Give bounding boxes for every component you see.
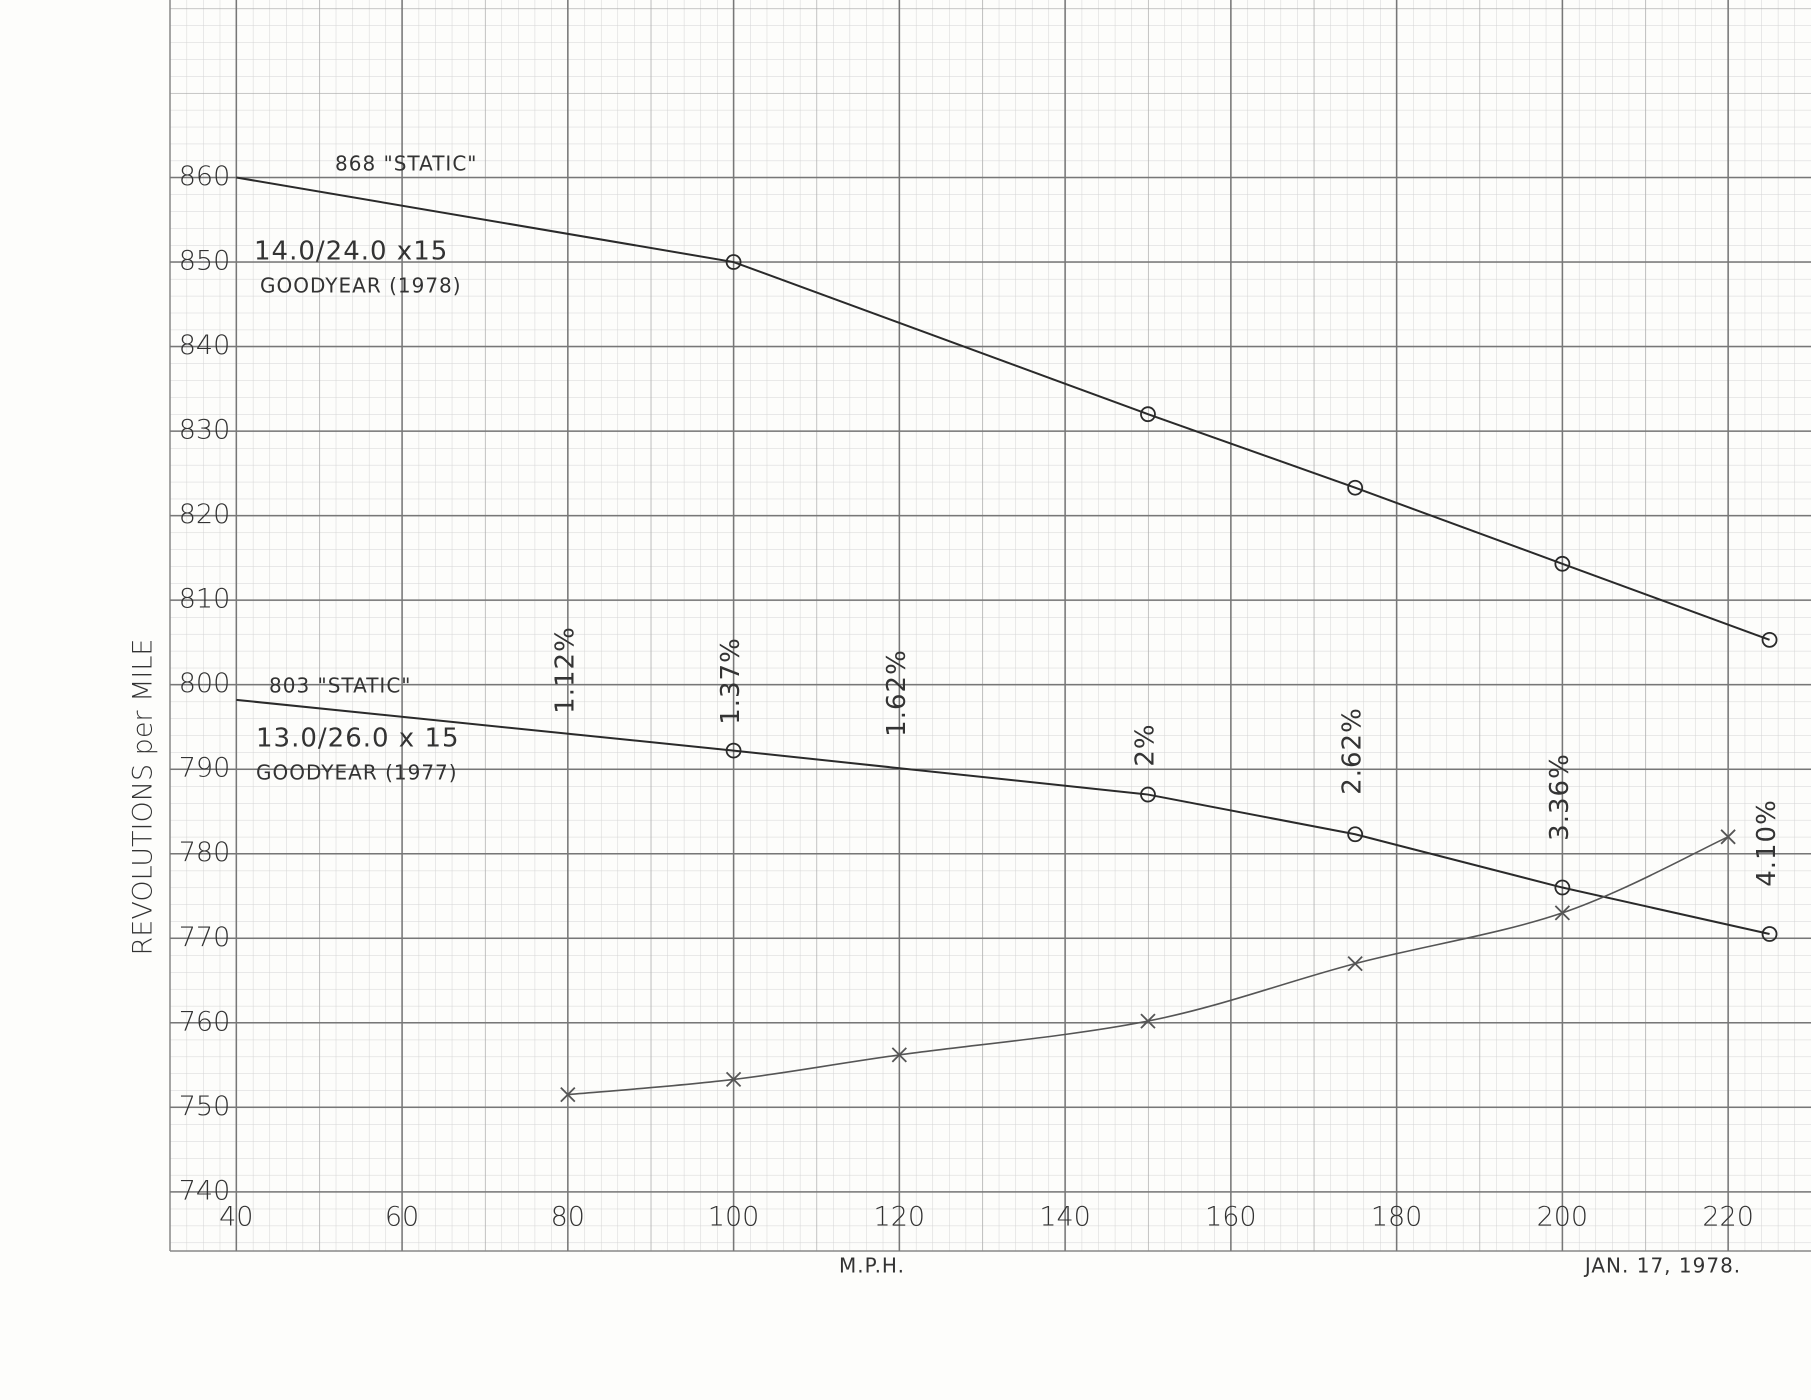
series-subtitle: GOODYEAR (1977) <box>256 761 458 785</box>
point <box>1347 826 1364 843</box>
x-tick-label: 120 <box>874 1202 926 1233</box>
percent-label: 1.37% <box>716 637 746 725</box>
y-tick-label: 850 <box>179 246 231 277</box>
x-tick-label: 140 <box>1039 1202 1091 1233</box>
x-tick-label: 180 <box>1371 1202 1423 1233</box>
x-axis-title: M.P.H. <box>839 1254 905 1278</box>
y-tick-label: 840 <box>179 330 231 361</box>
point <box>1140 406 1156 423</box>
point <box>1347 955 1363 972</box>
y-tick-label: 790 <box>179 753 231 784</box>
x-tick-label: 220 <box>1702 1202 1754 1233</box>
static-label: 803 "STATIC" <box>269 674 412 698</box>
percent-label: 1.12% <box>550 626 580 714</box>
y-tick-label: 820 <box>179 499 231 530</box>
point <box>1761 926 1778 942</box>
percent-label: 3.36% <box>1545 753 1575 841</box>
y-tick-label: 740 <box>179 1175 231 1206</box>
date: JAN. 17, 1978. <box>1583 1254 1741 1278</box>
series-subtitle: GOODYEAR (1978) <box>260 274 462 298</box>
series-line <box>236 176 1770 641</box>
percent-label: 1.62% <box>882 649 912 737</box>
y-tick-label: 780 <box>179 837 231 868</box>
point <box>1347 479 1364 496</box>
y-tick-label: 800 <box>179 668 231 699</box>
point <box>1554 905 1570 921</box>
static-label: 868 "STATIC" <box>335 152 478 176</box>
x-tick-label: 80 <box>551 1202 585 1233</box>
y-tick-label: 770 <box>179 922 231 953</box>
point <box>725 1071 742 1088</box>
x-tick-label: 100 <box>708 1202 760 1233</box>
point <box>1140 1013 1156 1029</box>
x-tick-label: 160 <box>1205 1202 1257 1233</box>
y-tick-label: 810 <box>179 584 231 615</box>
point <box>1554 879 1571 896</box>
series-label: 14.0/24.0 x15 <box>254 237 448 267</box>
x-tick-label: 200 <box>1537 1202 1589 1233</box>
percent-label: 4.10% <box>1752 799 1782 887</box>
y-tick-label: 750 <box>179 1091 231 1122</box>
x-tick-label: 60 <box>385 1202 419 1233</box>
series-line <box>236 698 1770 935</box>
point <box>1554 555 1571 572</box>
graph-paper <box>170 0 1811 1251</box>
point <box>1140 786 1156 803</box>
y-tick-label: 830 <box>179 415 231 446</box>
series-label: 13.0/26.0 x 15 <box>256 724 460 754</box>
point <box>725 742 742 759</box>
y-tick-label: 760 <box>179 1006 231 1037</box>
point <box>1720 829 1736 845</box>
y-axis-title: REVOLUTIONS per MILE <box>128 639 159 956</box>
x-tick-label: 40 <box>219 1202 253 1233</box>
percent-label: 2% <box>1130 723 1160 766</box>
y-tick-label: 860 <box>179 161 231 192</box>
point <box>725 254 742 270</box>
percent-label: 2.62% <box>1338 707 1368 795</box>
point <box>560 1086 576 1103</box>
point <box>1761 631 1778 648</box>
point <box>891 1047 907 1063</box>
